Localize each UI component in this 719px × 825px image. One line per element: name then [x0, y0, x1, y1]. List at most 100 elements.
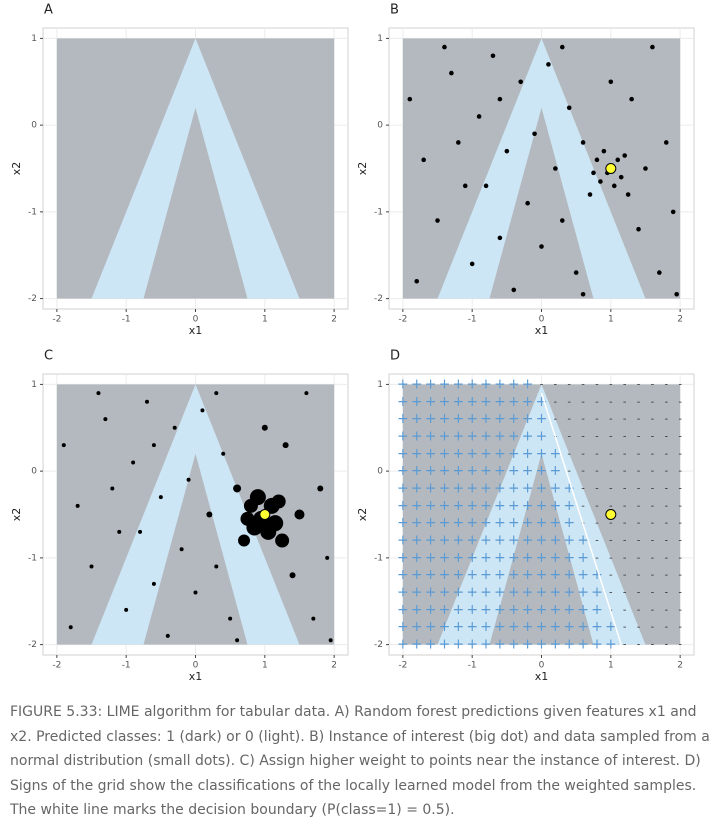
sample-point: [144, 399, 149, 404]
grid-sign: +: [439, 567, 451, 583]
grid-sign: +: [466, 411, 478, 427]
grid-sign: -: [623, 501, 627, 512]
grid-sign: +: [563, 550, 575, 566]
sample-point: [625, 192, 631, 197]
grid-sign: +: [466, 585, 478, 601]
grid-sign: -: [637, 588, 641, 599]
grid-sign: +: [425, 376, 437, 392]
x-tick-label: -2: [398, 661, 407, 671]
sample-point: [663, 140, 669, 145]
grid-sign: +: [480, 602, 492, 618]
grid-sign: +: [563, 567, 575, 583]
grid-sign: -: [637, 570, 641, 581]
grid-sign: -: [595, 449, 599, 460]
grid-sign: +: [425, 480, 437, 496]
grid-sign: +: [452, 428, 464, 444]
grid-sign: +: [411, 567, 423, 583]
grid-sign: +: [452, 585, 464, 601]
grid-sign: +: [466, 637, 478, 653]
sample-point: [89, 564, 94, 569]
x-tick-label: 1: [608, 315, 614, 325]
grid-sign: -: [595, 536, 599, 547]
grid-sign: +: [397, 376, 409, 392]
grid-sign: +: [563, 480, 575, 496]
grid-sign: -: [678, 622, 682, 633]
sample-point: [670, 209, 676, 215]
grid-sign: -: [651, 518, 655, 529]
grid-sign: +: [536, 463, 548, 479]
grid-sign: +: [522, 411, 534, 427]
grid-sign: -: [609, 518, 613, 529]
grid-sign: +: [522, 463, 534, 479]
grid-sign: +: [425, 498, 437, 514]
panel-title: A: [44, 3, 53, 18]
grid-sign: -: [678, 379, 682, 390]
grid-sign: +: [563, 637, 575, 653]
sample-point: [124, 607, 129, 612]
panel: -2 -1 0 1 2 -2 -1 0 1 Cx1 x2: [10, 349, 349, 683]
sample-point: [172, 425, 177, 430]
grid-sign: -: [623, 431, 627, 442]
grid-sign: +: [549, 480, 561, 496]
sample-point: [573, 270, 579, 275]
grid-sign: +: [577, 533, 589, 549]
y-tick-label: -1: [374, 553, 383, 563]
grid-sign: +: [466, 498, 478, 514]
grid-sign: +: [452, 376, 464, 392]
grid-sign: +: [452, 602, 464, 618]
x-axis-title: x1: [535, 670, 549, 683]
grid-sign: +: [480, 533, 492, 549]
grid-sign: +: [411, 394, 423, 410]
grid-sign: -: [609, 414, 613, 425]
sample-point: [469, 261, 475, 267]
grid-sign: -: [623, 466, 627, 477]
grid-sign: -: [651, 640, 655, 651]
grid-sign: +: [411, 411, 423, 427]
grid-sign: -: [637, 622, 641, 633]
grid-sign: +: [508, 446, 520, 462]
x-tick-label: -2: [52, 661, 61, 671]
y-axis-title: x2: [356, 162, 369, 176]
sample-point: [311, 616, 316, 621]
x-tick-label: 0: [193, 661, 199, 671]
grid-sign: -: [567, 379, 571, 390]
grid-sign: +: [591, 619, 603, 635]
y-tick-label: 0: [31, 467, 37, 477]
grid-sign: -: [595, 379, 599, 390]
grid-sign: +: [411, 376, 423, 392]
grid-sign: +: [522, 446, 534, 462]
grid-sign: +: [425, 463, 437, 479]
sample-point: [325, 555, 330, 560]
sample-point: [483, 183, 489, 189]
grid-sign: +: [411, 533, 423, 549]
sample-point: [275, 533, 290, 548]
grid-sign: -: [623, 518, 627, 529]
grid-sign: +: [480, 463, 492, 479]
grid-sign: -: [567, 466, 571, 477]
grid-sign: +: [411, 515, 423, 531]
sample-point: [525, 200, 530, 206]
grid-sign: -: [595, 483, 599, 494]
sample-point: [674, 291, 679, 297]
grid-sign: +: [397, 602, 409, 618]
sample-point: [138, 529, 143, 534]
grid-sign: -: [664, 449, 668, 460]
sample-point: [158, 495, 163, 500]
y-axis-title: x2: [10, 508, 23, 522]
panel: -2 -1 0 1 2 -2 -1 0 1 Ax1 x2: [10, 3, 349, 337]
grid-sign: -: [678, 466, 682, 477]
panel-title: D: [390, 349, 400, 364]
grid-sign: +: [522, 394, 534, 410]
grid-sign: +: [480, 515, 492, 531]
grid-sign: -: [664, 570, 668, 581]
grid-sign: -: [637, 483, 641, 494]
grid-sign: -: [623, 397, 627, 408]
grid-sign: +: [480, 585, 492, 601]
sample-point: [61, 443, 66, 448]
x-tick-label: 0: [193, 315, 199, 325]
grid-sign: +: [397, 585, 409, 601]
grid-sign: +: [452, 533, 464, 549]
x-tick-label: 0: [539, 315, 545, 325]
grid-sign: +: [494, 463, 506, 479]
sample-point: [566, 105, 572, 111]
